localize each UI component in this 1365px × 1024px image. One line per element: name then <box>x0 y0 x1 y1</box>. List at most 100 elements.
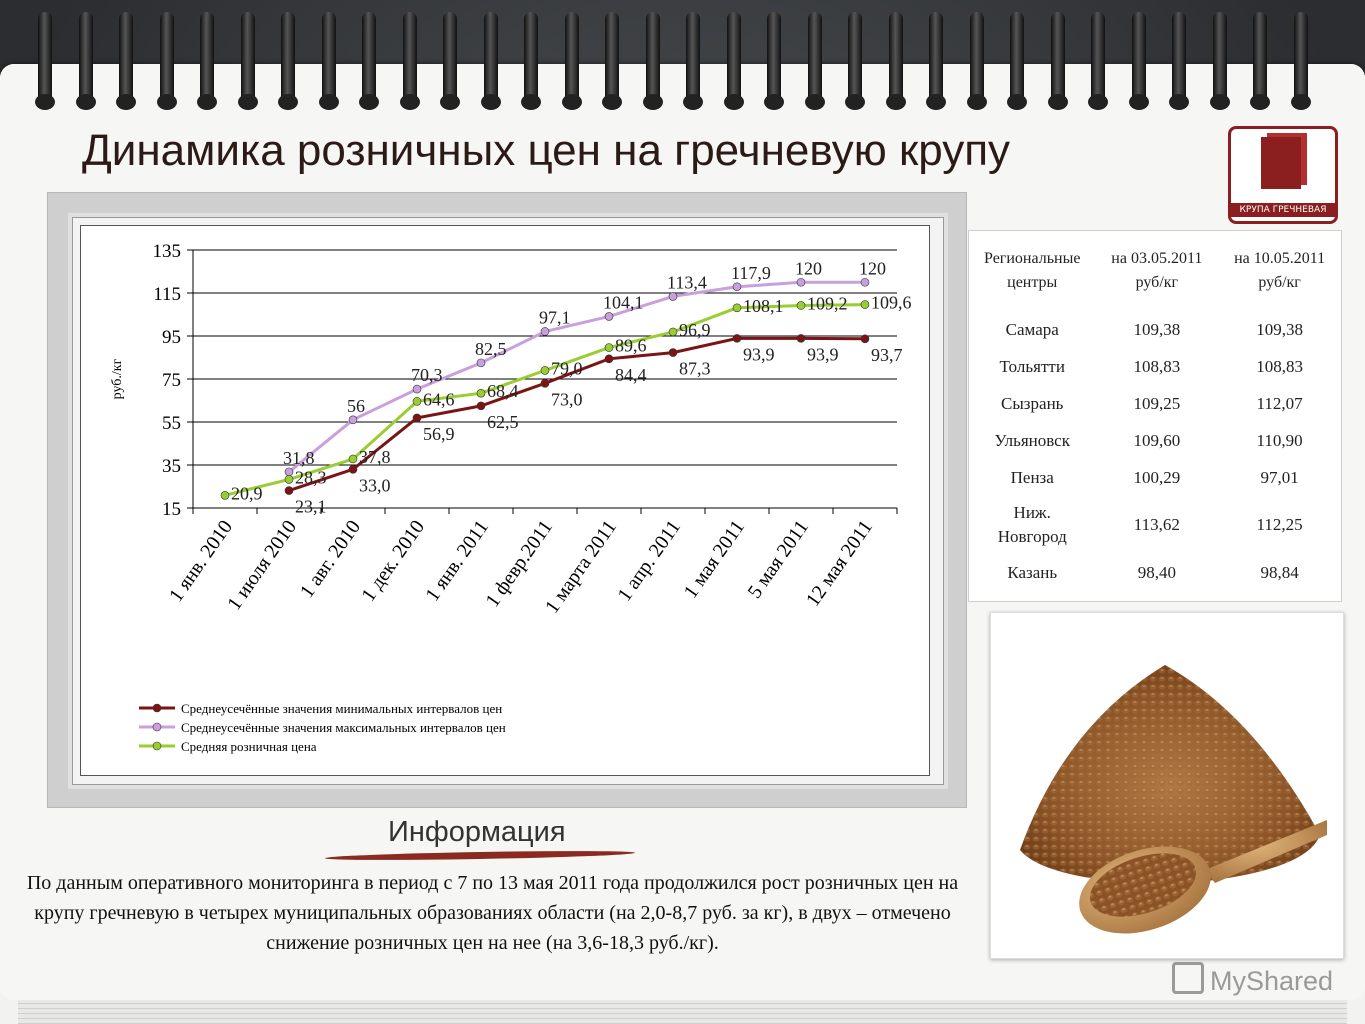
region-name: Ульяновск <box>994 430 1070 450</box>
x-tick-label: 1 янв. 2011 <box>421 516 493 605</box>
binding-ring <box>278 12 298 110</box>
x-tick-label: 1 апр. 2011 <box>613 516 685 605</box>
data-label: 20,9 <box>231 483 263 503</box>
data-label: 120 <box>795 258 822 278</box>
series-line <box>288 280 865 474</box>
binding-ring <box>35 12 55 110</box>
data-point <box>860 300 870 309</box>
data-label: 82,5 <box>475 339 507 359</box>
data-point <box>412 413 422 423</box>
y-tick-label: 135 <box>153 241 182 262</box>
binding-ring <box>642 12 663 110</box>
data-label: 68,4 <box>487 381 519 401</box>
header-region: Региональные центры <box>984 250 1081 291</box>
data-label: 109,6 <box>871 293 912 313</box>
region-name: Сызрань <box>1001 393 1064 413</box>
price-value: 98,40 <box>1137 562 1176 582</box>
data-point <box>284 486 294 495</box>
binding-ring <box>885 12 906 110</box>
table-row: Казань 98,40 98,84 <box>969 554 1341 591</box>
data-point <box>220 491 230 500</box>
data-label: 33,0 <box>359 475 391 495</box>
binding-ring <box>966 12 987 110</box>
data-label: 120 <box>859 258 886 278</box>
region-name: Ниж. Новгород <box>997 503 1067 546</box>
binding-ring <box>1047 12 1068 110</box>
price-value: 98,84 <box>1260 562 1299 582</box>
binding-ring <box>561 12 582 110</box>
price-value: 113,62 <box>1133 515 1180 534</box>
data-point <box>476 388 486 398</box>
book-icon <box>1261 137 1301 189</box>
x-tick-label: 1 дек. 2010 <box>357 516 429 605</box>
data-point <box>348 415 358 425</box>
data-point <box>348 454 358 464</box>
data-label: 56,9 <box>423 424 455 444</box>
x-tick-label: 1 янв. 2010 <box>165 516 237 606</box>
data-label: 109,2 <box>807 293 848 313</box>
legend-entry: Среднеусечённые значения максимальных ин… <box>181 720 506 735</box>
buckwheat-logo: КРУПА ГРЕЧНЕВАЯ <box>1228 126 1338 224</box>
data-point <box>732 303 742 313</box>
legend-entry: Среднеусечённые значения минимальных инт… <box>181 701 502 716</box>
binding-ring <box>926 12 946 110</box>
price-value: 97,01 <box>1260 467 1299 487</box>
binding-ring <box>197 12 217 110</box>
data-label: 28,3 <box>295 467 327 487</box>
chart-panel: 15 35 55 75 95 115 135 руб./кг 1 янв. 2010 1 июля… <box>68 213 948 789</box>
data-point <box>604 312 614 321</box>
data-label: 87,3 <box>679 359 711 379</box>
region-name: Казань <box>1007 562 1058 582</box>
binding-ring <box>1290 12 1311 110</box>
y-axis-label: руб./кг <box>110 358 125 399</box>
watermark: MyShared <box>1172 962 1333 997</box>
chart-area: 15 35 55 75 95 115 135 руб./кг 1 янв. 2010 1 июля… <box>80 225 930 776</box>
binding-ring <box>602 12 622 110</box>
data-point <box>668 327 678 337</box>
table-row: Ульяновск 109,60 110,90 <box>969 422 1341 459</box>
table-row: Тольятти 108,83 108,83 <box>969 348 1341 385</box>
region-name: Тольятти <box>999 356 1065 376</box>
data-label: 23,1 <box>295 497 327 517</box>
data-point <box>860 334 870 344</box>
price-value: 108,83 <box>1256 356 1303 376</box>
price-value: 109,38 <box>1256 319 1303 339</box>
data-label: 73,0 <box>551 389 583 409</box>
data-label: 62,5 <box>487 412 519 432</box>
data-point <box>668 348 678 357</box>
binding-ring <box>845 12 865 110</box>
region-name: Самара <box>1005 319 1059 339</box>
legend-marker <box>152 741 162 751</box>
data-point <box>412 384 422 394</box>
price-value: 110,90 <box>1256 430 1303 450</box>
data-label: 70,3 <box>411 365 443 385</box>
logo-label: КРУПА ГРЕЧНЕВАЯ <box>1231 203 1335 217</box>
x-tick-label: 5 мая 2011 <box>744 516 814 602</box>
y-tick-label: 15 <box>162 499 181 520</box>
binding-ring <box>1169 12 1189 110</box>
x-tick-label: 12 мая 2011 <box>802 516 877 610</box>
data-point <box>284 475 294 484</box>
data-point <box>476 401 486 411</box>
info-paragraph: По данным оперативного мониторинга в пер… <box>26 872 959 954</box>
data-label: 93,9 <box>807 344 839 364</box>
binding-ring <box>75 12 96 110</box>
data-label: 79,0 <box>551 358 583 378</box>
data-label: 56 <box>347 396 365 416</box>
table-row: Пенза 100,29 97,01 <box>969 459 1341 496</box>
data-point <box>540 379 550 388</box>
binding-ring <box>318 12 339 110</box>
y-tick-label: 115 <box>153 284 181 305</box>
binding-ring <box>1128 12 1149 110</box>
legend-marker <box>152 722 162 732</box>
binding-ring <box>440 12 460 110</box>
price-value: 109,60 <box>1133 430 1181 450</box>
y-tick-label: 55 <box>162 413 181 434</box>
x-tick-label: 1 авг. 2010 <box>296 516 365 602</box>
binding-ring <box>723 12 744 110</box>
data-point <box>540 327 550 336</box>
regional-price-table: Региональные центры на 03.05.2011 руб/кг… <box>968 230 1342 602</box>
data-point <box>668 292 678 301</box>
table-row: Сызрань 109,25 112,07 <box>969 385 1341 422</box>
